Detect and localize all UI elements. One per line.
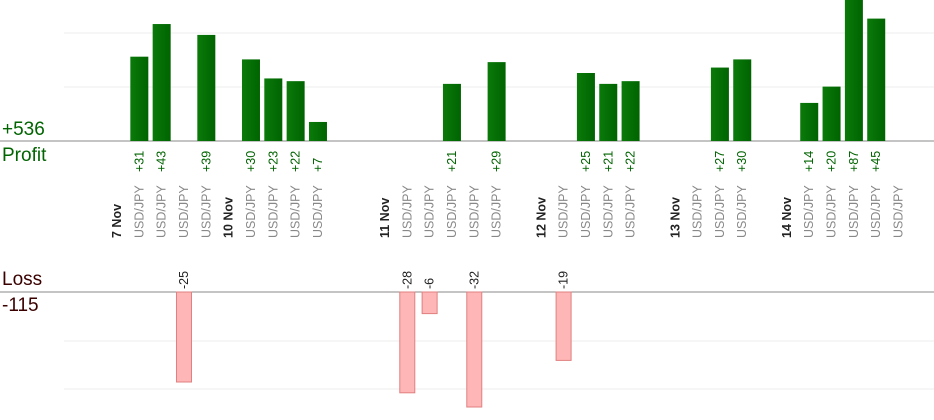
pair-label: USD/JPY xyxy=(467,185,481,238)
loss-bar xyxy=(421,291,438,315)
profit-bar xyxy=(867,18,886,142)
loss-value-label: -28 xyxy=(400,271,414,289)
x-axis-labels: 7 Nov USD/JPY USD/JPY USD/JPY USD/JPY 10 Nov U… xyxy=(110,185,906,238)
date-label: 11 Nov xyxy=(378,198,392,238)
profit-value-label: +22 xyxy=(289,151,303,172)
pair-label: USD/JPY xyxy=(557,185,571,238)
loss-bar xyxy=(466,291,483,408)
profit-value-label: +27 xyxy=(713,151,727,172)
pair-label: USD/JPY xyxy=(199,185,213,238)
pair-label: USD/JPY xyxy=(289,185,303,238)
pair-label: USD/JPY xyxy=(423,185,437,238)
profit-bar xyxy=(621,81,640,141)
profit-bar xyxy=(599,83,618,141)
loss-label: Loss xyxy=(2,269,43,290)
pair-label: USD/JPY xyxy=(847,185,861,238)
loss-total: -115 xyxy=(2,295,39,316)
profit-value-label: +25 xyxy=(579,151,593,172)
profit-value-label: +45 xyxy=(869,151,883,172)
loss-value-label: -19 xyxy=(557,271,571,289)
profit-value-label: +30 xyxy=(244,151,258,172)
pair-label: USD/JPY xyxy=(244,185,258,238)
profit-bar xyxy=(710,67,729,141)
profit-value-label: +22 xyxy=(624,151,638,172)
profit-bar xyxy=(152,24,171,141)
profit-bar xyxy=(487,62,506,142)
pair-label: USD/JPY xyxy=(713,185,727,238)
profit-bar xyxy=(130,56,149,141)
profit-value-label: +14 xyxy=(802,151,816,172)
profit-value-label: +30 xyxy=(735,151,749,172)
profit-value-label: +87 xyxy=(847,151,861,172)
pair-label: USD/JPY xyxy=(445,185,459,238)
pair-label: USD/JPY xyxy=(802,185,816,238)
profit-value-label: +39 xyxy=(199,151,213,172)
pair-label: USD/JPY xyxy=(735,185,749,238)
profit-value-label: +29 xyxy=(490,151,504,172)
profit-value-label: +21 xyxy=(445,151,459,172)
pair-label: USD/JPY xyxy=(266,185,280,238)
profit-total: +536 xyxy=(2,119,45,140)
pair-label: USD/JPY xyxy=(624,185,638,238)
bars xyxy=(130,0,886,408)
pair-label: USD/JPY xyxy=(825,185,839,238)
profit-bar xyxy=(286,81,305,141)
date-label: 13 Nov xyxy=(668,197,682,238)
profit-value-label: +21 xyxy=(601,151,615,172)
date-label: 14 Nov xyxy=(780,197,794,238)
profit-bar xyxy=(822,86,841,141)
profit-value-label: +7 xyxy=(311,158,325,172)
pair-label: USD/JPY xyxy=(311,185,325,238)
profit-bar xyxy=(800,102,819,141)
profit-bar xyxy=(241,59,260,141)
date-label: 12 Nov xyxy=(534,197,548,238)
profit-bar xyxy=(197,34,216,141)
loss-value-label: -25 xyxy=(177,271,191,289)
pair-label: USD/JPY xyxy=(132,185,146,238)
pair-label: USD/JPY xyxy=(155,185,169,238)
pair-label: USD/JPY xyxy=(177,185,191,238)
pair-label: USD/JPY xyxy=(490,185,504,238)
date-label: 10 Nov xyxy=(222,197,236,238)
loss-value-label: -32 xyxy=(467,271,481,289)
loss-bar xyxy=(399,291,416,394)
date-label: 7 Nov xyxy=(110,204,124,238)
profit-value-label: +23 xyxy=(266,151,280,172)
pair-label: USD/JPY xyxy=(601,185,615,238)
profit-value-label: +31 xyxy=(132,151,146,172)
pair-label: USD/JPY xyxy=(579,185,593,238)
loss-bar xyxy=(555,291,572,361)
profit-bar xyxy=(264,78,283,141)
profit-value-label: +20 xyxy=(825,151,839,172)
profit-value-label: +43 xyxy=(155,151,169,172)
profit-bar xyxy=(442,83,461,141)
profit-bar xyxy=(844,0,863,141)
profit-label: Profit xyxy=(2,145,47,166)
pair-label: USD/JPY xyxy=(869,185,883,238)
profit-bar xyxy=(308,121,327,141)
loss-value-label: -6 xyxy=(423,278,437,289)
loss-bar xyxy=(175,291,192,383)
pair-label: USD/JPY xyxy=(892,185,906,238)
pair-label: USD/JPY xyxy=(691,185,705,238)
pair-label: USD/JPY xyxy=(400,185,414,238)
value-labels: +31 +43 -25 +39 +30 +23 +22 +7 -28 -6 +21 -32 +29 -19… xyxy=(132,151,883,289)
profit-bar xyxy=(733,59,752,141)
profit-bar xyxy=(576,73,595,141)
